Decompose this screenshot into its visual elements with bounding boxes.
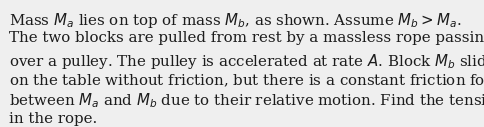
Text: in the rope.: in the rope. [9,112,97,126]
Text: on the table without friction, but there is a constant friction force $f$: on the table without friction, but there… [9,72,484,89]
Text: The two blocks are pulled from rest by a massless rope passing: The two blocks are pulled from rest by a… [9,31,484,45]
Text: Mass $M_a$ lies on top of mass $M_b$, as shown. Assume $M_b > M_a$.: Mass $M_a$ lies on top of mass $M_b$, as… [9,11,460,30]
Text: over a pulley. The pulley is accelerated at rate $A$. Block $M_b$ slides: over a pulley. The pulley is accelerated… [9,52,484,71]
Text: between $M_a$ and $M_b$ due to their relative motion. Find the tension: between $M_a$ and $M_b$ due to their rel… [9,92,484,110]
